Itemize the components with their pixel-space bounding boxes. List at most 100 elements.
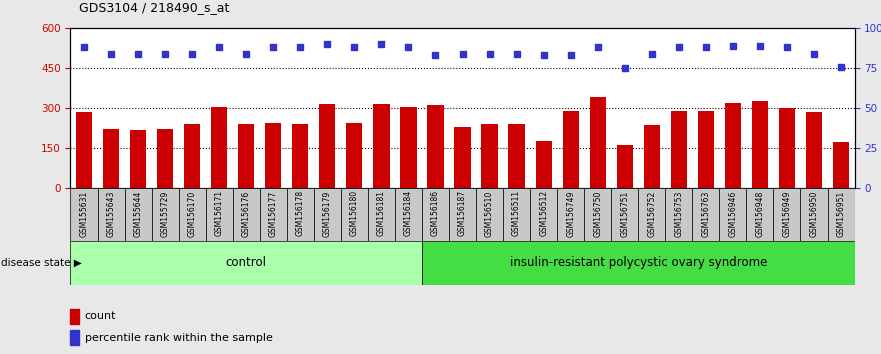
Point xyxy=(185,51,199,57)
Text: GSM156751: GSM156751 xyxy=(620,190,629,236)
Text: GSM155631: GSM155631 xyxy=(79,190,88,236)
Bar xyxy=(292,124,308,188)
Point xyxy=(645,51,659,57)
Bar xyxy=(617,145,633,188)
Bar xyxy=(70,309,79,324)
Point xyxy=(537,53,551,58)
Point xyxy=(807,51,821,57)
Point xyxy=(402,45,416,50)
Bar xyxy=(751,101,768,188)
Bar xyxy=(124,188,152,241)
Text: GSM156179: GSM156179 xyxy=(322,190,332,236)
Point xyxy=(455,51,470,57)
Point xyxy=(77,45,91,50)
Bar xyxy=(346,122,362,188)
Text: GSM156950: GSM156950 xyxy=(810,190,818,237)
Text: GSM156763: GSM156763 xyxy=(701,190,710,237)
Bar xyxy=(801,188,827,241)
Bar xyxy=(422,188,449,241)
Text: GSM156178: GSM156178 xyxy=(296,190,305,236)
Bar xyxy=(422,241,855,285)
Text: GSM156948: GSM156948 xyxy=(755,190,765,236)
Bar xyxy=(779,108,795,188)
Bar xyxy=(76,112,93,188)
Point xyxy=(374,41,389,47)
Text: GSM156171: GSM156171 xyxy=(215,190,224,236)
Bar xyxy=(476,188,503,241)
Point xyxy=(753,43,767,49)
Bar xyxy=(98,188,124,241)
Text: GSM156752: GSM156752 xyxy=(648,190,656,236)
Bar xyxy=(774,188,801,241)
Point xyxy=(834,64,848,69)
Point xyxy=(158,51,172,57)
Bar xyxy=(238,125,255,188)
Bar xyxy=(341,188,368,241)
Text: GSM155643: GSM155643 xyxy=(107,190,115,237)
Bar xyxy=(455,127,470,188)
Bar xyxy=(833,143,849,188)
Bar xyxy=(395,188,422,241)
Text: GSM156184: GSM156184 xyxy=(404,190,413,236)
Text: GSM156181: GSM156181 xyxy=(377,190,386,236)
Bar xyxy=(503,188,530,241)
Bar xyxy=(698,110,714,188)
Bar xyxy=(233,188,260,241)
Bar xyxy=(70,330,79,345)
Text: percentile rank within the sample: percentile rank within the sample xyxy=(85,332,272,343)
Bar xyxy=(725,103,741,188)
Text: GSM156949: GSM156949 xyxy=(782,190,791,237)
Point xyxy=(726,43,740,49)
Bar xyxy=(184,124,200,188)
Text: count: count xyxy=(85,311,116,321)
Bar xyxy=(287,188,314,241)
Point xyxy=(266,45,280,50)
Point xyxy=(699,45,713,50)
Bar xyxy=(152,188,179,241)
Bar xyxy=(374,104,389,188)
Text: GSM156510: GSM156510 xyxy=(485,190,494,236)
Bar xyxy=(720,188,746,241)
Point xyxy=(590,45,604,50)
Text: insulin-resistant polycystic ovary syndrome: insulin-resistant polycystic ovary syndr… xyxy=(509,256,767,269)
Point xyxy=(293,45,307,50)
Text: GSM156177: GSM156177 xyxy=(269,190,278,236)
Bar xyxy=(611,188,638,241)
Bar xyxy=(481,124,498,188)
Text: GSM156176: GSM156176 xyxy=(241,190,251,236)
Bar xyxy=(319,104,336,188)
Bar xyxy=(563,110,579,188)
Point xyxy=(239,51,253,57)
Bar xyxy=(665,188,692,241)
Text: GSM156749: GSM156749 xyxy=(566,190,575,237)
Bar xyxy=(806,112,822,188)
Text: GDS3104 / 218490_s_at: GDS3104 / 218490_s_at xyxy=(79,1,230,14)
Point xyxy=(509,51,523,57)
Text: control: control xyxy=(226,256,267,269)
Text: GSM156946: GSM156946 xyxy=(729,190,737,237)
Bar xyxy=(400,107,417,188)
Text: GSM156187: GSM156187 xyxy=(458,190,467,236)
Bar xyxy=(70,241,422,285)
Bar xyxy=(427,105,444,188)
Bar xyxy=(449,188,476,241)
Point xyxy=(672,45,686,50)
Bar xyxy=(584,188,611,241)
Bar xyxy=(589,97,606,188)
Text: GSM156750: GSM156750 xyxy=(593,190,603,237)
Text: disease state ▶: disease state ▶ xyxy=(1,258,82,268)
Bar xyxy=(827,188,855,241)
Bar xyxy=(70,188,98,241)
Bar xyxy=(314,188,341,241)
Bar xyxy=(211,107,227,188)
Point xyxy=(321,41,335,47)
Bar xyxy=(157,129,174,188)
Text: GSM156951: GSM156951 xyxy=(837,190,846,236)
Point xyxy=(428,53,442,58)
Point xyxy=(347,45,361,50)
Text: GSM156512: GSM156512 xyxy=(539,190,548,236)
Bar xyxy=(205,188,233,241)
Bar xyxy=(103,129,119,188)
Bar xyxy=(644,125,660,188)
Bar xyxy=(746,188,774,241)
